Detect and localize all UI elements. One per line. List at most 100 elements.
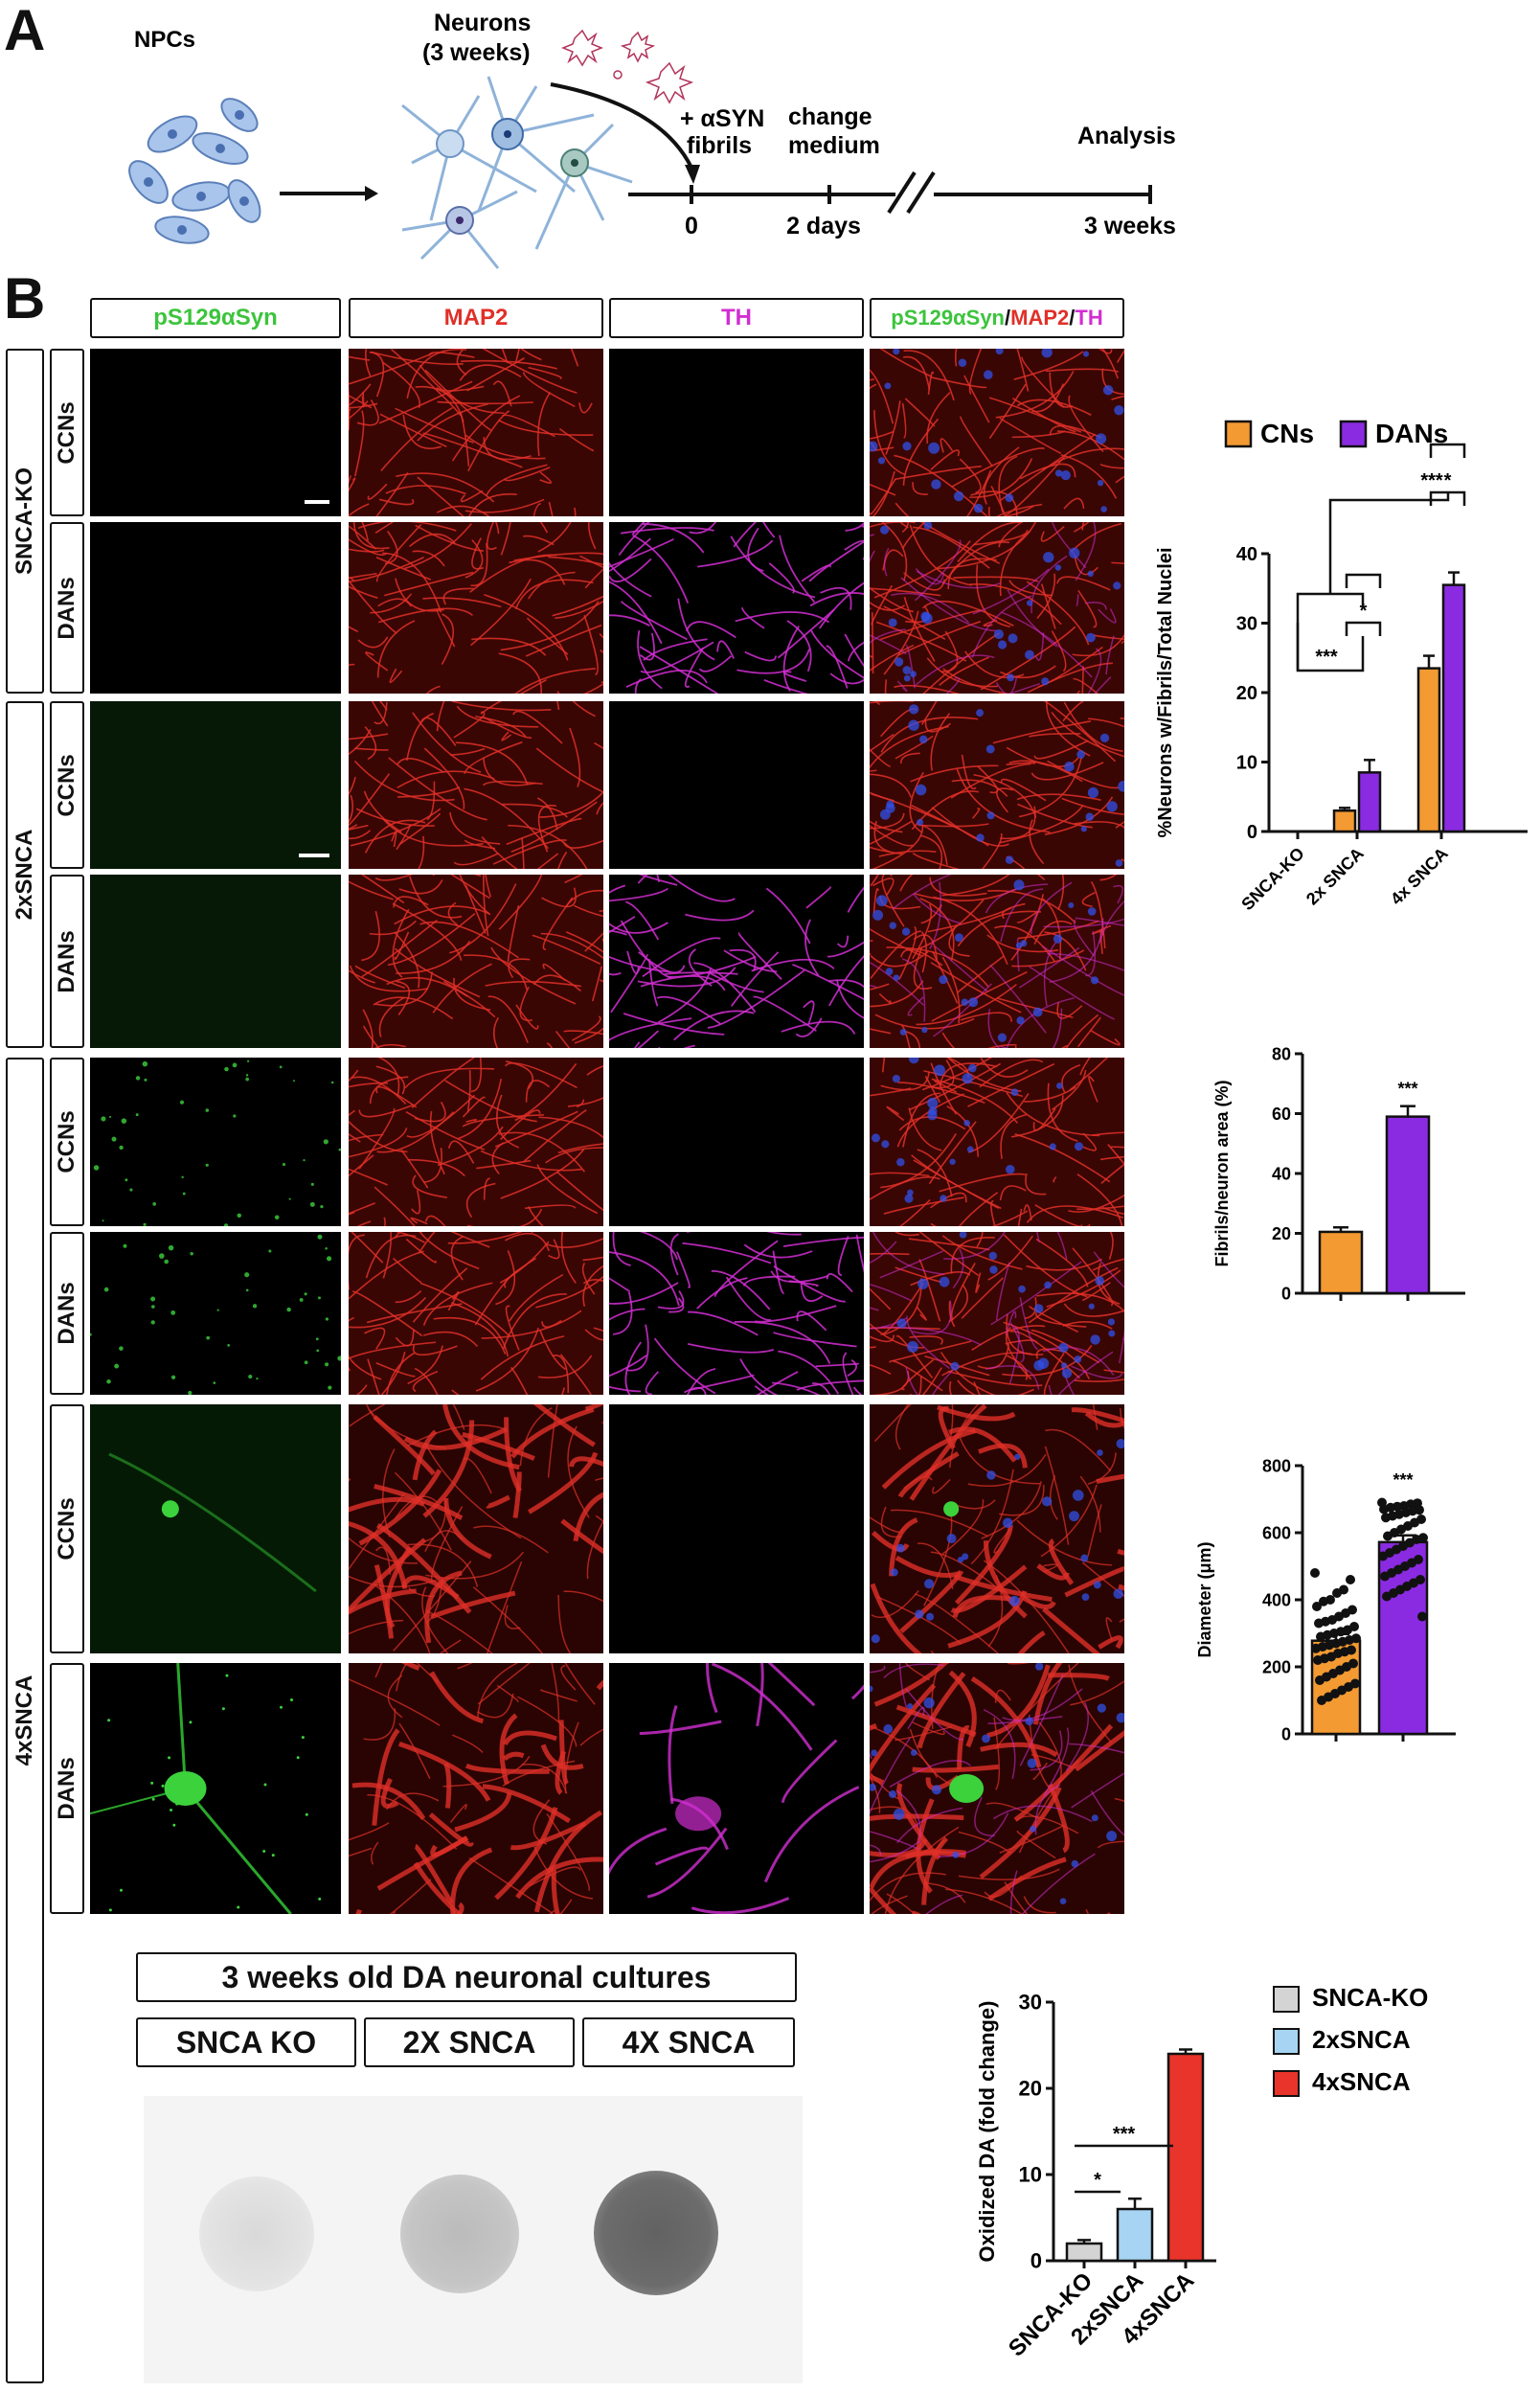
neurite: [564, 889, 603, 908]
neurite: [1048, 1783, 1070, 1854]
neurite: [870, 383, 877, 390]
y-tick-label: 40: [1272, 1164, 1291, 1183]
nucleus: [871, 1634, 880, 1644]
neurite: [486, 464, 548, 496]
neurite: [452, 1734, 484, 1754]
neurite: [352, 1290, 423, 1337]
group-box-2xsnca: 2xSNCA: [6, 701, 44, 1048]
neurite: [932, 1370, 953, 1395]
neurite: [685, 621, 736, 639]
neurite: [525, 1204, 577, 1210]
neurite: [870, 1287, 892, 1310]
neurite: [913, 947, 933, 990]
fibril-spot: [304, 1292, 307, 1296]
neurite: [349, 880, 394, 900]
neurite: [1043, 1352, 1065, 1395]
neurite: [1115, 475, 1124, 484]
neurite: [989, 964, 1047, 1034]
neurite: [913, 934, 939, 961]
nucleus: [928, 442, 940, 454]
neurite: [557, 851, 568, 869]
neurite: [389, 1879, 432, 1914]
neurite: [917, 823, 989, 828]
row-label-8: DANs: [54, 1757, 79, 1820]
neurite: [901, 1358, 935, 1391]
neurite: [1082, 1132, 1098, 1151]
nucleus: [896, 1318, 907, 1329]
neurite: [870, 1770, 899, 1800]
neurite: [903, 597, 936, 662]
fibril-spot: [108, 1115, 112, 1118]
nucleus: [1085, 812, 1094, 822]
neurite: [886, 1105, 905, 1122]
neurite: [609, 558, 652, 582]
neurite: [941, 541, 1010, 585]
fibril-spot: [170, 1809, 173, 1812]
nucleus: [1097, 1703, 1106, 1713]
nucleus: [1014, 1453, 1021, 1460]
neurite: [466, 1070, 471, 1113]
neurite: [668, 1705, 678, 1804]
neurite: [555, 1030, 571, 1048]
nucleus: [1016, 1016, 1025, 1025]
nucleus: [907, 1340, 918, 1353]
neurite: [1049, 918, 1104, 984]
neurite: [870, 824, 914, 847]
neurite: [502, 1751, 525, 1762]
tile-bg: [870, 349, 1124, 516]
y-tick-label: 800: [1262, 1456, 1291, 1475]
nucleus: [1059, 1898, 1067, 1904]
neurite: [870, 820, 913, 846]
neurite: [940, 1352, 996, 1395]
neurite: [827, 941, 864, 958]
soma: [675, 1796, 722, 1832]
neurite: [870, 1334, 895, 1343]
neurite: [394, 931, 410, 961]
neurite: [1081, 1282, 1111, 1302]
neurite: [486, 1561, 523, 1653]
neurite: [934, 945, 988, 992]
neurite: [959, 458, 982, 494]
neurite: [514, 579, 594, 610]
micrograph-r7-c1: [90, 1404, 341, 1653]
nucleus: [962, 1073, 973, 1084]
neurite: [538, 1116, 603, 1139]
neurite: [563, 1030, 603, 1036]
neurite: [512, 1471, 522, 1518]
neurite: [464, 434, 546, 460]
neurite: [973, 1381, 981, 1395]
nucleus: [1076, 750, 1086, 759]
neurite: [931, 950, 959, 1004]
neurite: [504, 1062, 578, 1089]
neurite: [395, 1290, 422, 1304]
neurite: [1002, 454, 1067, 516]
nucleus: [1032, 1007, 1043, 1017]
fibril-spot: [205, 1163, 209, 1167]
neurite: [464, 787, 549, 850]
neurite: [872, 612, 874, 674]
nucleus: [1114, 405, 1124, 416]
neurite: [1116, 350, 1124, 363]
neurite: [918, 1232, 980, 1277]
neurite: [1043, 918, 1124, 928]
neurite: [374, 1186, 416, 1226]
neurite: [460, 490, 484, 503]
neurite: [687, 1343, 775, 1354]
nucleus: [1058, 1342, 1069, 1353]
row-box-3: CCNs: [50, 701, 84, 869]
neurite: [482, 780, 543, 786]
neurite: [349, 1847, 373, 1857]
y-tick-label: 0: [1030, 2249, 1042, 2273]
neurite: [1090, 881, 1106, 949]
nucleus: [1090, 976, 1099, 985]
fibril-spot: [328, 1385, 332, 1390]
neurite: [376, 620, 416, 678]
neurite: [392, 908, 410, 978]
nucleus: [902, 442, 912, 451]
nucleus: [915, 784, 927, 796]
neurite: [378, 380, 473, 424]
neurite: [988, 397, 1082, 433]
neurite: [1052, 1008, 1063, 1048]
neurite: [476, 1159, 532, 1170]
nucleus: [931, 1785, 942, 1795]
